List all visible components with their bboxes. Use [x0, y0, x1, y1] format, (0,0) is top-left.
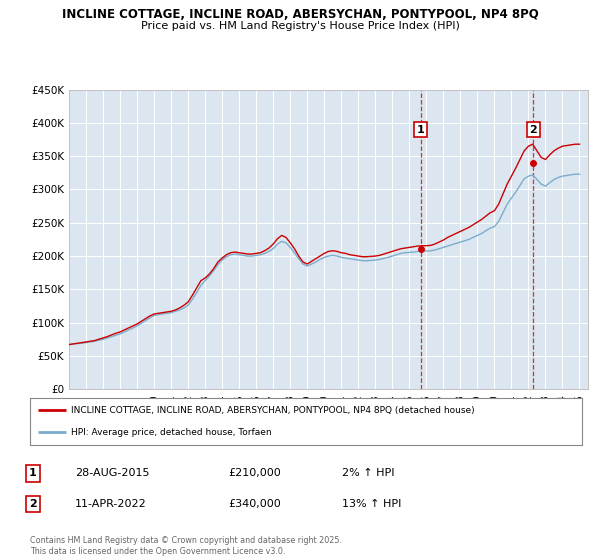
Text: 13% ↑ HPI: 13% ↑ HPI — [342, 499, 401, 509]
Text: 11-APR-2022: 11-APR-2022 — [75, 499, 147, 509]
Text: Contains HM Land Registry data © Crown copyright and database right 2025.
This d: Contains HM Land Registry data © Crown c… — [30, 536, 342, 556]
Text: 28-AUG-2015: 28-AUG-2015 — [75, 468, 149, 478]
Text: 2: 2 — [529, 124, 537, 134]
Text: £340,000: £340,000 — [228, 499, 281, 509]
Text: Price paid vs. HM Land Registry's House Price Index (HPI): Price paid vs. HM Land Registry's House … — [140, 21, 460, 31]
Text: £210,000: £210,000 — [228, 468, 281, 478]
Text: 2: 2 — [29, 499, 37, 509]
Text: 1: 1 — [416, 124, 424, 134]
Text: INCLINE COTTAGE, INCLINE ROAD, ABERSYCHAN, PONTYPOOL, NP4 8PQ: INCLINE COTTAGE, INCLINE ROAD, ABERSYCHA… — [62, 8, 538, 21]
Text: 2% ↑ HPI: 2% ↑ HPI — [342, 468, 395, 478]
Text: INCLINE COTTAGE, INCLINE ROAD, ABERSYCHAN, PONTYPOOL, NP4 8PQ (detached house): INCLINE COTTAGE, INCLINE ROAD, ABERSYCHA… — [71, 406, 475, 415]
Text: HPI: Average price, detached house, Torfaen: HPI: Average price, detached house, Torf… — [71, 428, 272, 437]
Text: 1: 1 — [29, 468, 37, 478]
